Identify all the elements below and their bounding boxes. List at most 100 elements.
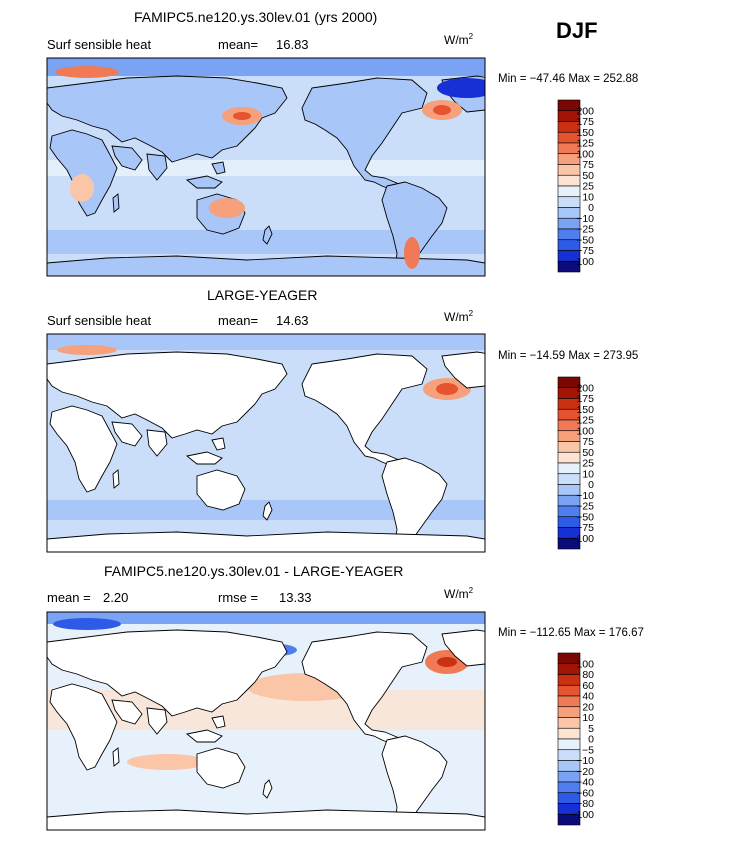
colorbar-swatch [557,462,581,475]
colorbar-tick-label: 75 [582,159,594,171]
colorbar-swatch [557,695,581,708]
panel-1-mean-value: 16.83 [276,37,309,52]
panel-1-map-frame [46,57,486,277]
panel-2-units: W/m2 [444,309,474,324]
panel-2-variable-label: Surf sensible heat [47,313,152,328]
colorbar-tick-label: 25 [582,458,594,470]
panel-2-arctic-band [47,334,485,350]
colorbar-tick-label: 100 [576,658,594,670]
panel-1-africa-hotspot [70,174,94,202]
colorbar-tick-label: 150 [576,404,594,416]
colorbar-tick-label: 100 [576,148,594,160]
panel-1-barents-hotspot [55,66,119,78]
panel-3-min-max: Min = −112.65 Max = 176.67 [498,627,644,639]
panel-3-rmse-value: 13.33 [279,590,312,605]
panel-1-patagonia-hotspot [404,237,420,269]
panel-2-map [46,333,486,553]
colorbar-tick-label: −80 [576,798,594,810]
panel-3-map-frame [46,611,486,831]
colorbar-swatch [557,537,581,550]
colorbar-tick-label: −20 [576,766,594,778]
colorbar-tick-label: 200 [576,105,594,117]
colorbar-tick-label: 125 [576,138,594,150]
colorbar-swatch [557,813,581,826]
colorbar-tick-label: −50 [576,234,594,246]
colorbar-tick-label: −10 [576,213,594,225]
colorbar-tick-label: −40 [576,777,594,789]
colorbar-swatch [557,451,581,464]
panel-2-map-frame [46,333,486,553]
colorbar-swatch [557,674,581,686]
panel-3-rmse-label: rmse = [218,590,259,605]
colorbar-swatch [557,260,581,273]
colorbar-swatch [557,738,581,751]
panel-1-variable-label: Surf sensible heat [47,37,152,52]
panel-2-min-max: Min = −14.59 Max = 273.95 [498,350,639,362]
colorbar-swatch [557,684,581,697]
panel-3-atlantic-core [437,657,457,667]
colorbar-tick-label: 50 [582,447,594,459]
panel-1-kuroshio-core [233,112,251,120]
colorbar-swatch [557,706,581,718]
panel-1-units: W/m2 [444,32,474,47]
colorbar-swatch [557,473,581,485]
colorbar-tick-label: 175 [576,116,594,128]
colorbar-tick-label: −75 [576,522,594,534]
colorbar-tick-label: 125 [576,415,594,427]
colorbar-tick-label: 25 [582,181,594,193]
colorbar-tick-label: 40 [582,691,594,703]
colorbar-tick-label: −100 [570,256,594,268]
panel-3-arctic-band [47,612,485,624]
colorbar-tick-label: −100 [570,809,594,821]
colorbar-tick-label: 0 [588,479,594,491]
panel-2-mean-value: 14.63 [276,313,309,328]
colorbar-tick-label: −100 [570,533,594,545]
panel-1-greenland-cold [437,78,485,98]
colorbar-swatch [557,727,581,740]
colorbar-tick-label: 50 [582,170,594,182]
colorbar-swatch [557,441,581,453]
colorbar-tick-label: 0 [588,734,594,746]
panel-1-map [46,57,486,277]
colorbar-tick-label: −50 [576,511,594,523]
panel-1-australia-hotspot [209,198,245,218]
panel-1-mean-label: mean= [218,37,259,52]
colorbar-tick-label: 200 [576,382,594,394]
colorbar-swatch [557,717,581,729]
panel-3-mean-label: mean = [47,590,91,605]
panel-3-units: W/m2 [444,586,474,601]
colorbar-swatch [557,185,581,198]
colorbar-tick-label: 5 [588,723,594,735]
panel-1-title: FAMIPC5.ne120.ys.30lev.01 (yrs 2000) [134,9,378,25]
panel-1-gulfstream-core [433,105,451,115]
panel-3-map [46,611,486,831]
colorbar-tick-label: 10 [582,712,594,724]
colorbar-tick-label: 60 [582,680,594,692]
panel-3-mean-value: 2.20 [103,590,129,605]
panel-2-gulfstream-core [436,383,458,395]
colorbar-tick-label: 80 [582,669,594,681]
panel-2-mean-label: mean= [218,313,259,328]
colorbar-swatch [557,174,581,187]
panel-1-min-max: Min = −47.46 Max = 252.88 [498,73,639,85]
colorbar-tick-label: −25 [576,224,594,236]
colorbar-tick-label: −75 [576,245,594,257]
colorbar-tick-label: −60 [576,787,594,799]
colorbar-tick-label: 150 [576,127,594,139]
colorbar-tick-label: −10 [576,490,594,502]
panel-1-arctic-band [47,58,485,76]
colorbar-swatch [557,196,581,208]
colorbar-tick-label: 0 [588,202,594,214]
colorbar-tick-label: 10 [582,191,594,203]
colorbar-tick-label: 10 [582,468,594,480]
panel-2-title: LARGE-YEAGER [207,287,318,303]
season-label: DJF [556,18,598,43]
colorbar-tick-label: −25 [576,501,594,513]
panel-3-indian-positive [127,754,207,770]
colorbar-tick-label: 100 [576,425,594,437]
panel-1-heat-anomalies [55,66,485,269]
